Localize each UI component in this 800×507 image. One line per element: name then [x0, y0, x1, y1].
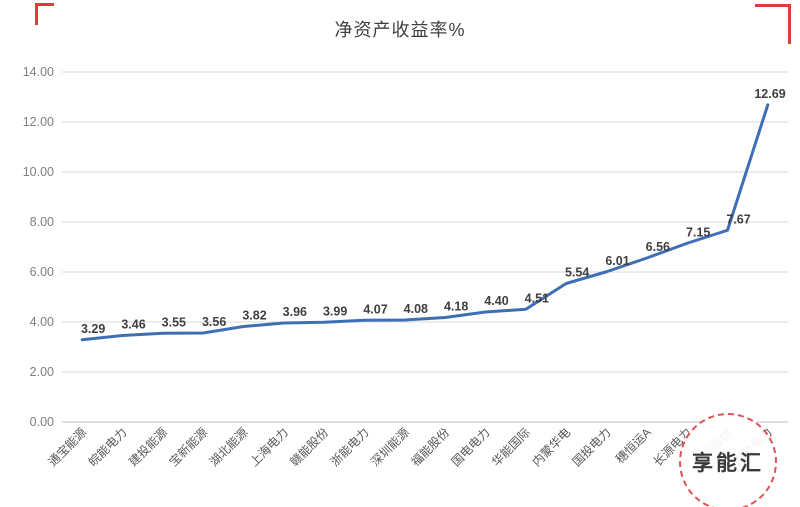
data-label: 6.56: [646, 240, 670, 254]
data-label: 3.46: [121, 318, 145, 332]
y-tick-label: 8.00: [30, 215, 54, 229]
data-label: 4.08: [404, 302, 428, 316]
x-tick-label: 穗恒运A: [613, 425, 654, 466]
x-tick-label: 皖能电力: [86, 425, 130, 469]
data-label: 12.69: [754, 87, 785, 101]
y-tick-label: 0.00: [30, 415, 54, 429]
roe-series-line: [80, 103, 770, 342]
x-tick-label: 华能国际: [489, 425, 533, 469]
data-label: 6.01: [605, 254, 629, 268]
x-tick-label: 通宝能源: [45, 425, 89, 469]
y-tick-label: 12.00: [23, 115, 54, 129]
data-label: 3.99: [323, 304, 347, 318]
data-label: 3.29: [81, 322, 105, 336]
chart-title: 净资产收益率%: [334, 20, 466, 40]
data-label: 4.40: [484, 294, 508, 308]
data-label: 4.07: [363, 302, 387, 316]
watermark-text: 享能汇: [692, 452, 764, 475]
y-tick-label: 4.00: [30, 315, 54, 329]
data-label: 3.56: [202, 315, 226, 329]
data-label: 7.15: [686, 225, 710, 239]
x-tick-label: 国电电力: [449, 425, 493, 469]
data-label: 3.96: [283, 305, 307, 319]
x-tick-label: 湖北能源: [206, 425, 251, 470]
data-label: 4.51: [525, 291, 549, 305]
y-tick-label: 14.00: [23, 65, 54, 79]
data-label: 5.54: [565, 266, 589, 280]
x-tick-label: 国投电力: [569, 425, 614, 470]
watermark-logo: 享能汇: [679, 413, 777, 507]
x-tick-label: 福能股份: [408, 425, 453, 470]
x-tick-label: 内蒙华电: [529, 425, 573, 469]
x-tick-label: 宝新能源: [166, 425, 211, 470]
data-label: 4.18: [444, 300, 468, 314]
x-tick-label: 建投能源: [125, 425, 170, 470]
y-tick-label: 10.00: [23, 165, 54, 179]
data-label: 3.82: [242, 309, 266, 323]
x-tick-label: 浙能电力: [328, 425, 372, 469]
y-tick-label: 6.00: [30, 265, 54, 279]
data-label: 3.55: [162, 315, 186, 329]
y-tick-label: 2.00: [30, 365, 54, 379]
x-tick-label: 深圳能源: [368, 425, 412, 469]
data-label: 7.67: [726, 212, 750, 226]
x-tick-label: 上海电力: [246, 425, 291, 470]
x-tick-label: 赣能股份: [287, 425, 331, 469]
